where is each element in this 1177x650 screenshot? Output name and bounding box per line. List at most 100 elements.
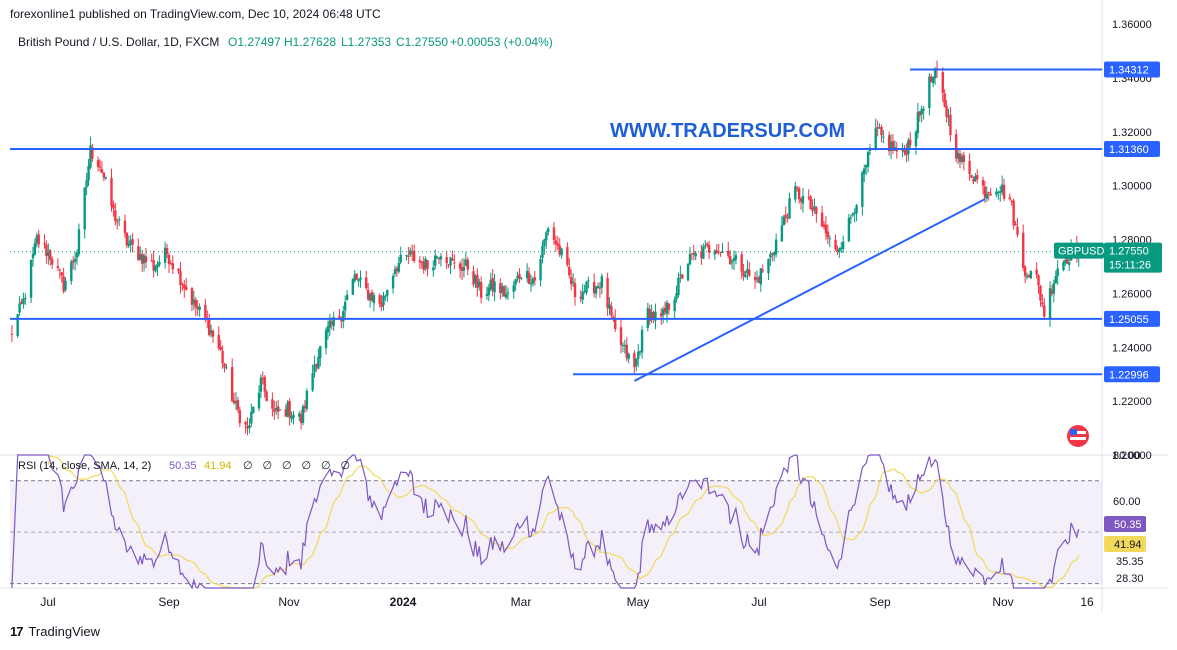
candle-body (556, 243, 559, 246)
candle-body (183, 284, 186, 289)
candle-body (29, 259, 33, 298)
candle-body (317, 357, 320, 369)
candle-body (734, 255, 738, 260)
candle-body (836, 249, 839, 253)
candle-body (185, 286, 188, 291)
candle-body (901, 149, 904, 151)
candle-body (732, 258, 736, 261)
candle-body (930, 76, 933, 83)
price-tick-label: 1.30000 (1112, 181, 1152, 193)
candle-body (1023, 266, 1027, 277)
candle-body (730, 261, 734, 263)
candle-body (22, 298, 25, 305)
candle-body (824, 224, 828, 234)
level-label-bg (1104, 366, 1160, 383)
trendline (633, 198, 986, 382)
candle-body (232, 400, 236, 404)
candle-body (931, 77, 935, 83)
candle-body (250, 411, 253, 424)
candle-body (552, 227, 556, 240)
last-price-label: 1.27550 (1109, 246, 1149, 258)
candle-body (813, 206, 816, 210)
candle-body (1037, 275, 1040, 286)
candle-body (539, 258, 542, 281)
flag-stripe (1070, 437, 1086, 440)
candle-body (861, 172, 864, 207)
candle-body (566, 247, 569, 265)
level-label-bg (1104, 140, 1160, 157)
candle-body (520, 277, 523, 279)
candle-body (985, 193, 989, 199)
candle-body (493, 281, 496, 293)
candle-body (773, 252, 776, 256)
candle-body (1014, 224, 1017, 226)
ohlc-legend: British Pound / U.S. Dollar, 1D, FXCM O1.… (18, 35, 553, 49)
candle-body (330, 321, 333, 325)
candle-body (127, 243, 130, 247)
rsi-label: RSI (14, close, SMA, 14, 2) (18, 460, 151, 472)
candle-body (692, 252, 695, 255)
candle-body (144, 256, 148, 262)
level-label: 1.34312 (1109, 64, 1149, 76)
candle-body (311, 372, 314, 391)
candle-body (391, 275, 395, 289)
candle-body (958, 154, 962, 163)
candle-body (654, 311, 657, 321)
price-tick-label: 1.20000 (1112, 450, 1152, 462)
candle-body (968, 160, 971, 175)
price-tick-label: 1.24000 (1112, 342, 1152, 354)
flag-disc (1067, 425, 1089, 447)
time-tick-label: May (627, 595, 650, 609)
candle-body (970, 174, 973, 178)
candle-body (70, 261, 73, 282)
candle-body (686, 263, 690, 281)
candle-body (435, 256, 439, 258)
candle-body (822, 224, 826, 227)
time-axis: Jul Sep Nov 2024 Mar May Jul Sep Nov 16 (40, 595, 1094, 609)
candle-body (114, 210, 117, 222)
level-label: 1.22996 (1109, 369, 1149, 381)
candle-body (1052, 283, 1056, 294)
rsi-value-badge-bg (1104, 516, 1146, 532)
candle-body (399, 254, 402, 263)
candle-body (558, 245, 561, 255)
candle-body (512, 285, 515, 292)
candle-body (962, 155, 966, 163)
candle-body (527, 272, 531, 285)
time-tick-label: 2024 (390, 595, 417, 609)
candle-body (10, 333, 14, 335)
price-tick-label: 1.26000 (1112, 288, 1152, 300)
candle-body (799, 198, 803, 202)
candle-body (606, 277, 609, 308)
candle-body (382, 295, 385, 306)
candle-body (405, 255, 408, 257)
time-tick-label: Jul (40, 595, 55, 609)
candle-body (905, 150, 908, 156)
sma-legend-value: 41.94 (204, 460, 232, 472)
candle-body (43, 243, 46, 245)
candle-body (625, 344, 628, 358)
ohlc-open: O1.27497 (228, 35, 281, 49)
candle-body (928, 76, 931, 109)
time-tick-label: Nov (278, 595, 299, 609)
candle-body (878, 127, 881, 129)
rsi-na-mark: ∅ (341, 460, 351, 472)
candle-body (663, 307, 667, 313)
candle-body (72, 260, 75, 263)
candle-body (284, 409, 288, 417)
candle-body (24, 297, 27, 299)
candle-body (472, 271, 475, 285)
candle-body (378, 295, 381, 304)
candle-body (129, 240, 132, 245)
candle-body (198, 306, 201, 311)
candle-body (154, 266, 157, 272)
rsi-na-mark: ∅ (302, 460, 312, 472)
rsi-legend-value: 50.35 (169, 460, 197, 472)
candle-body (75, 252, 79, 258)
ohlc-high: H1.27628 (284, 35, 336, 49)
publisher-header: forexonline1 published on TradingView.co… (10, 7, 381, 21)
candle-body (324, 330, 328, 349)
tradingview-label[interactable]: TradingView (28, 624, 101, 639)
candle-body (661, 309, 665, 315)
